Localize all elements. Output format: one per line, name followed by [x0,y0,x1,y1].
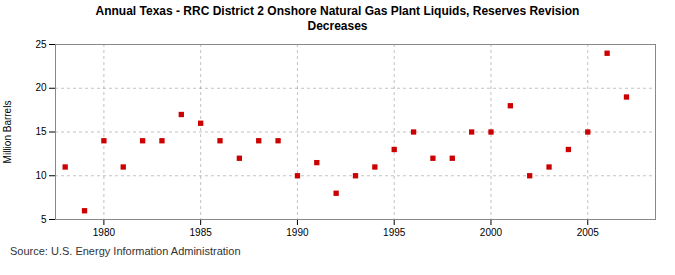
svg-text:2005: 2005 [577,227,600,238]
svg-text:5: 5 [41,214,47,225]
svg-text:1990: 1990 [286,227,309,238]
svg-text:1985: 1985 [190,227,213,238]
html-text:Annual Texas - RRC District 2: Annual Texas - RRC District 2 Onshore Na… [95,4,580,33]
svg-text:15: 15 [35,126,47,137]
svg-text:Million Barrels: Million Barrels [2,101,13,164]
svg-text:1995: 1995 [383,227,406,238]
svg-text:10: 10 [35,170,47,181]
html-text:Source: U.S. Energy Informatio: Source: U.S. Energy Information Administ… [10,245,241,257]
svg-text:2000: 2000 [480,227,503,238]
svg-text:25: 25 [35,39,47,50]
svg-text:1980: 1980 [93,227,116,238]
svg-text:20: 20 [35,82,47,93]
